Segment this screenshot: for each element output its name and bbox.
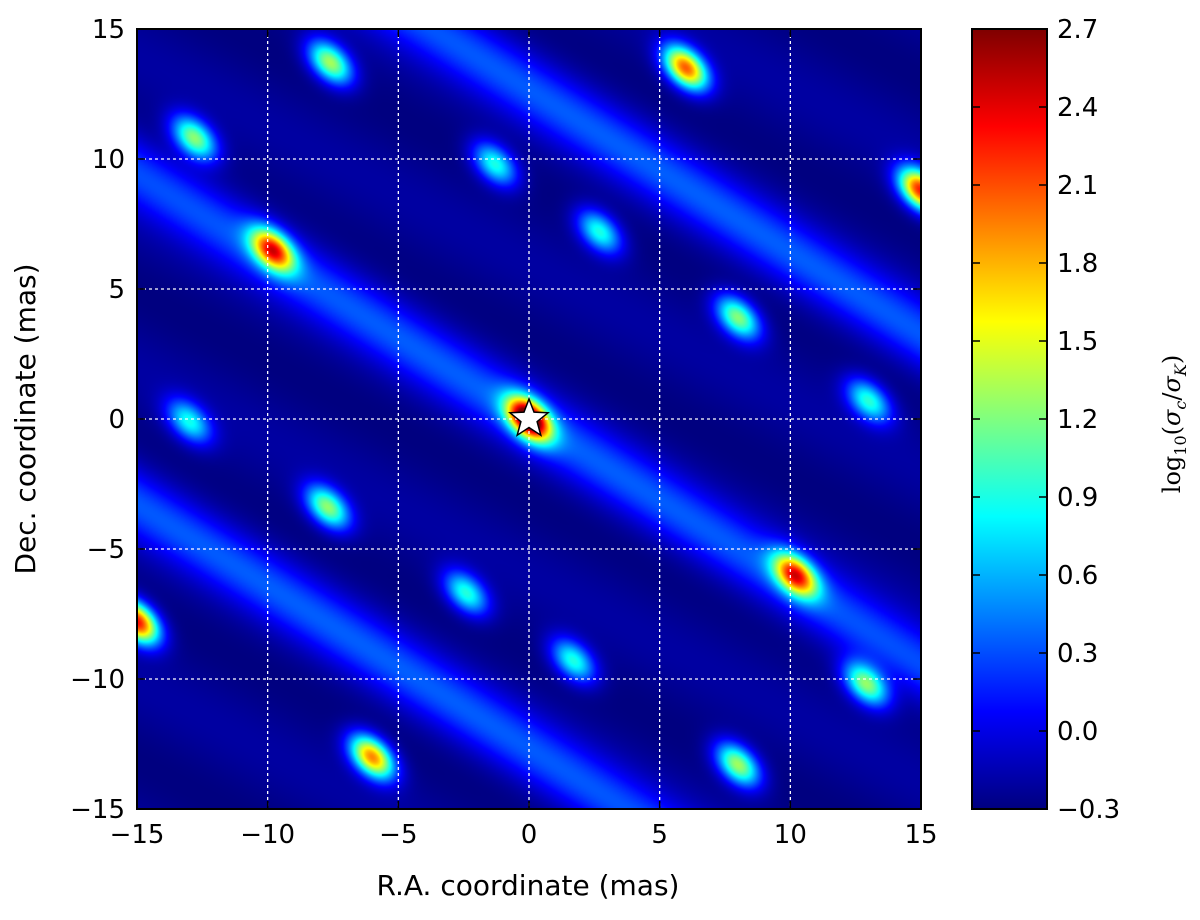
x-tick-label: 15 xyxy=(904,820,937,850)
colorbar-tick-label: 0.0 xyxy=(1057,717,1098,747)
y-tick-label: −10 xyxy=(70,665,125,695)
y-axis-ticks: −15 −10 −5 0 5 10 15 xyxy=(70,15,921,825)
source-marker-layer xyxy=(507,396,551,437)
heatmap-peak-2 xyxy=(794,573,798,577)
heatmap-peak-4 xyxy=(684,66,688,70)
colorbar-tick-label: 0.6 xyxy=(1057,561,1098,591)
colorbar-tick-label: −0.3 xyxy=(1057,795,1120,825)
y-tick-label: 0 xyxy=(108,405,125,435)
colorbar-tick-label: 1.2 xyxy=(1057,405,1098,435)
colorbar-ticks: 2.7 2.4 2.1 1.8 1.5 1.2 0.9 0.6 0.3 0.0 −0.3 xyxy=(972,15,1120,825)
colorbar-tick-label: 0.3 xyxy=(1057,639,1098,669)
heatmap-peak-3 xyxy=(370,755,374,759)
heatmap-peak-8 xyxy=(864,682,868,686)
heatmap-peak-9 xyxy=(328,61,332,65)
heatmap-peak-12 xyxy=(598,230,602,234)
y-tick-label: 15 xyxy=(92,15,125,45)
y-tick-label: 10 xyxy=(92,145,125,175)
x-tick-label: −15 xyxy=(110,820,165,850)
colorbar-label: log10(σc/σK) xyxy=(1158,355,1190,493)
heatmap-peak-7 xyxy=(192,136,196,140)
heatmap-peak-17 xyxy=(464,591,468,595)
x-tick-label: −10 xyxy=(240,820,295,850)
heatmap-peak-11 xyxy=(493,162,497,166)
x-tick-label: 0 xyxy=(521,820,538,850)
colorbar-tick-label: 0.9 xyxy=(1057,483,1098,513)
colorbar xyxy=(972,29,1047,809)
colorbar-tick-label: 2.1 xyxy=(1057,171,1098,201)
heatmap-peak-15 xyxy=(187,420,191,424)
y-tick-label: −15 xyxy=(70,795,125,825)
heatmap-peak-1 xyxy=(271,248,275,252)
x-axis-label: R.A. coordinate (mas) xyxy=(377,869,680,902)
x-tick-label: 10 xyxy=(774,820,807,850)
colorbar-tick-label: 1.5 xyxy=(1057,327,1098,357)
colorbar-tick-label: 2.4 xyxy=(1057,93,1098,123)
x-axis-ticks: −15 −10 −5 0 5 10 15 xyxy=(110,29,938,850)
colorbar-tick-label: 1.8 xyxy=(1057,249,1098,279)
y-tick-label: 5 xyxy=(108,275,125,305)
x-tick-label: −5 xyxy=(379,820,417,850)
heatmap-peak-10 xyxy=(736,763,740,767)
heatmap-peak-14 xyxy=(867,399,871,403)
heatmap-peak-13 xyxy=(736,316,740,320)
y-tick-label: −5 xyxy=(87,535,125,565)
x-tick-label: 5 xyxy=(651,820,668,850)
colorbar-tick-label: 2.7 xyxy=(1057,15,1098,45)
y-axis-label: Dec. coordinate (mas) xyxy=(9,263,42,574)
star-marker-icon xyxy=(507,396,551,437)
heatmap-peak-16 xyxy=(326,505,330,509)
heatmap-peak-18 xyxy=(571,659,575,663)
